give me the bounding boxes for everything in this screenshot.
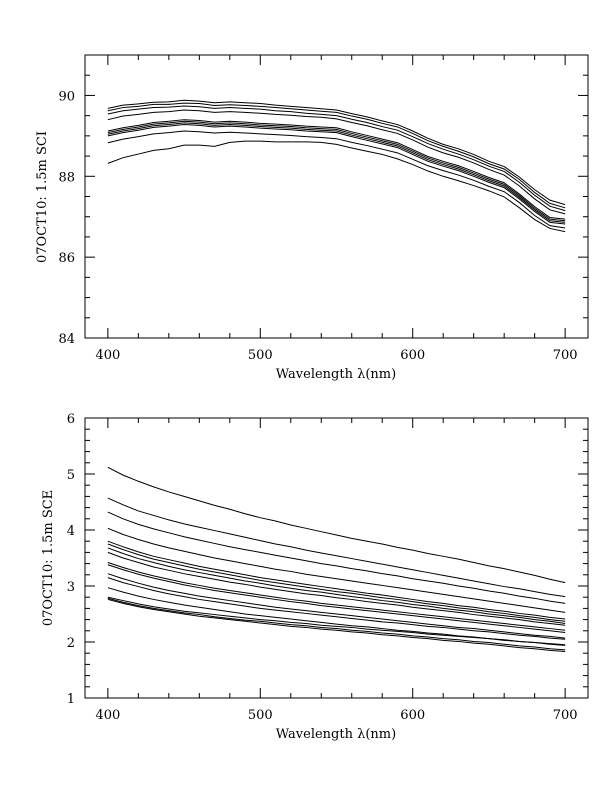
bottom-series-group bbox=[107, 466, 566, 653]
bottom-panel: 400 500 600 700 1 2 3 4 5 6 Wavelength λ(nm) 07O… bbox=[41, 412, 589, 742]
bottom-series-line-t16 bbox=[107, 598, 566, 653]
top-series-line-s9 bbox=[107, 130, 566, 229]
top-series-line-s10 bbox=[107, 140, 566, 233]
top-x-axis-label: Wavelength λ(nm) bbox=[276, 367, 396, 382]
top-series-line-s4 bbox=[107, 109, 566, 215]
bottom-x-tick-label: 500 bbox=[248, 708, 273, 723]
bottom-series-line-t3 bbox=[107, 511, 566, 604]
top-series-line-s1 bbox=[107, 99, 566, 206]
bottom-series-line-t1 bbox=[107, 466, 566, 584]
bottom-series-line-t6 bbox=[107, 543, 566, 622]
bottom-series-line-t15 bbox=[107, 597, 566, 651]
bottom-y-tick-label: 3 bbox=[67, 580, 75, 595]
bottom-series-line-t10 bbox=[107, 564, 566, 633]
bottom-series-line-t4 bbox=[107, 527, 566, 613]
top-panel: 400 500 600 700 84 86 88 90 Wavelength λ(nm) 0… bbox=[35, 54, 589, 382]
top-series-line-s5 bbox=[107, 119, 566, 220]
top-series-line-s2 bbox=[107, 102, 566, 209]
bottom-series-line-t5 bbox=[107, 540, 566, 620]
top-plot-frame bbox=[84, 54, 589, 339]
bottom-series-line-t11 bbox=[107, 573, 566, 639]
bottom-y-tick-label: 4 bbox=[67, 524, 75, 539]
top-x-tick-label: 400 bbox=[95, 348, 120, 363]
top-series-line-s7 bbox=[107, 122, 566, 223]
top-series-line-s8 bbox=[107, 124, 566, 225]
bottom-series-line-t7 bbox=[107, 547, 566, 625]
top-series-line-s3 bbox=[107, 105, 566, 212]
bottom-y-tick-label: 2 bbox=[67, 636, 75, 651]
bottom-x-tick-label: 400 bbox=[95, 708, 120, 723]
top-x-tick-label: 700 bbox=[553, 348, 578, 363]
bottom-x-axis-label: Wavelength λ(nm) bbox=[276, 727, 396, 742]
bottom-y-tick-label: 5 bbox=[67, 468, 75, 483]
bottom-series-line-t8 bbox=[107, 551, 566, 626]
bottom-y-tick-label: 6 bbox=[67, 412, 75, 427]
top-y-tick-label: 90 bbox=[58, 89, 75, 104]
bottom-plot-frame bbox=[84, 417, 589, 699]
top-y-tick-label: 86 bbox=[58, 251, 75, 266]
bottom-y-axis-label: 07OCT10: 1.5m SCE bbox=[41, 490, 56, 626]
bottom-series-line-t14 bbox=[107, 596, 566, 646]
top-series-group bbox=[107, 99, 566, 233]
bottom-y-tick-labels: 1 2 3 4 5 6 bbox=[67, 412, 75, 707]
bottom-x-tick-label: 600 bbox=[400, 708, 425, 723]
bottom-series-line-t2 bbox=[107, 497, 566, 598]
bottom-ticks bbox=[85, 417, 588, 699]
top-x-tick-label: 600 bbox=[400, 348, 425, 363]
bottom-x-tick-labels: 400 500 600 700 bbox=[95, 708, 577, 723]
bottom-y-tick-label: 1 bbox=[67, 692, 75, 707]
bottom-series-line-t12 bbox=[107, 577, 566, 640]
top-series-line-s6 bbox=[107, 120, 566, 222]
top-ticks bbox=[85, 54, 588, 339]
top-y-axis-label: 07OCT10: 1.5m SCI bbox=[35, 131, 50, 263]
bottom-series-line-t9 bbox=[107, 562, 566, 631]
top-x-tick-label: 500 bbox=[248, 348, 273, 363]
top-x-tick-labels: 400 500 600 700 bbox=[95, 348, 577, 363]
top-y-tick-label: 84 bbox=[58, 332, 75, 347]
top-y-tick-label: 88 bbox=[58, 170, 75, 185]
top-y-tick-labels: 84 86 88 90 bbox=[58, 89, 75, 347]
bottom-x-tick-label: 700 bbox=[553, 708, 578, 723]
